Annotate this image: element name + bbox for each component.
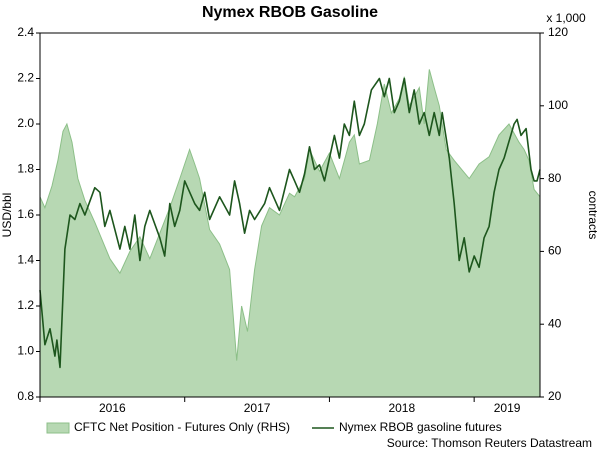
y2-axis-title: contracts [586,191,600,240]
line [39,77,541,369]
legend-swatch [46,422,70,434]
y-tick-label: 0.8 [17,389,34,403]
x-tick-label: 2019 [494,401,521,415]
y-tick-label: 1.6 [17,207,34,221]
y-tick-label: 1.2 [17,298,34,312]
y-axis-title: USD/bbl [0,193,14,238]
y2-tick-label: 40 [548,316,562,330]
y-tick-label: 2.2 [17,71,34,85]
y2-tick-label: 100 [548,98,568,112]
source: Source: Thomson Reuters Datastream [387,436,592,450]
y-tick-label: 1.4 [17,253,34,267]
y2-tick-label: 60 [548,244,562,258]
x-tick-label: 2017 [244,401,271,415]
y2-tick-label: 120 [548,25,568,39]
y2-tick-label: 20 [548,389,562,403]
area [40,69,540,398]
x-tick-label: 2018 [388,401,415,415]
y2-tick-label: 80 [548,171,562,185]
y-tick-label: 1.0 [17,344,34,358]
y-tick-label: 2.4 [17,25,34,39]
y-tick-label: 2.0 [17,116,34,130]
y-tick-label: 1.8 [17,162,34,176]
chart-title: Nymex RBOB Gasoline [202,4,378,21]
x-tick-label: 2016 [99,401,126,415]
legend-label: Nymex RBOB gasoline futures [339,420,502,434]
legend-label: CFTC Net Position - Futures Only (RHS) [74,420,290,434]
y2-unit: x 1,000 [546,11,586,25]
